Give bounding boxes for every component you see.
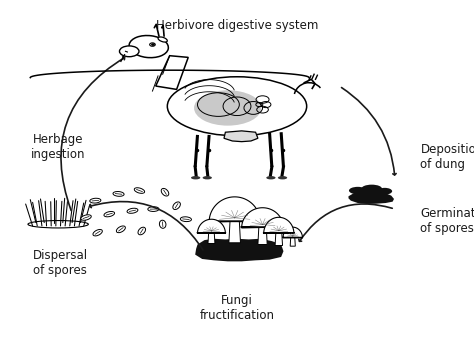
Text: Herbage
ingestion: Herbage ingestion	[31, 133, 85, 161]
Polygon shape	[241, 208, 284, 228]
Ellipse shape	[104, 212, 115, 217]
Circle shape	[151, 43, 155, 46]
Polygon shape	[348, 191, 394, 204]
Ellipse shape	[138, 227, 146, 235]
Polygon shape	[258, 227, 267, 245]
Polygon shape	[197, 219, 226, 233]
Ellipse shape	[93, 229, 102, 236]
Ellipse shape	[129, 35, 168, 58]
Ellipse shape	[266, 176, 275, 180]
Text: Herbivore digestive system: Herbivore digestive system	[156, 19, 318, 32]
Ellipse shape	[180, 217, 191, 222]
Ellipse shape	[119, 46, 139, 57]
Ellipse shape	[28, 221, 88, 228]
Polygon shape	[263, 217, 295, 234]
Ellipse shape	[173, 202, 181, 209]
Ellipse shape	[90, 198, 101, 203]
Polygon shape	[195, 239, 283, 261]
Polygon shape	[283, 227, 303, 238]
Ellipse shape	[117, 226, 125, 233]
Ellipse shape	[361, 185, 382, 193]
Ellipse shape	[202, 176, 212, 180]
Text: Fungi
fructification: Fungi fructification	[200, 294, 274, 322]
Ellipse shape	[349, 187, 366, 194]
Ellipse shape	[191, 176, 201, 180]
Ellipse shape	[134, 188, 145, 193]
Ellipse shape	[278, 176, 287, 180]
Text: Deposition
of dung: Deposition of dung	[420, 143, 474, 171]
Ellipse shape	[81, 215, 91, 220]
Ellipse shape	[167, 77, 307, 136]
Polygon shape	[229, 221, 240, 243]
Polygon shape	[275, 233, 283, 246]
Polygon shape	[208, 197, 262, 222]
Ellipse shape	[161, 189, 169, 196]
Ellipse shape	[127, 208, 138, 213]
Polygon shape	[208, 233, 215, 244]
Ellipse shape	[150, 43, 155, 46]
Polygon shape	[155, 56, 188, 89]
Ellipse shape	[194, 90, 261, 126]
Ellipse shape	[158, 37, 167, 42]
Ellipse shape	[113, 192, 124, 196]
Ellipse shape	[159, 220, 166, 228]
Text: Germination
of spores: Germination of spores	[420, 207, 474, 235]
Polygon shape	[224, 131, 258, 142]
Ellipse shape	[377, 188, 392, 195]
Text: Dispersal
of spores: Dispersal of spores	[33, 249, 88, 277]
Polygon shape	[290, 237, 295, 246]
Ellipse shape	[148, 207, 159, 212]
